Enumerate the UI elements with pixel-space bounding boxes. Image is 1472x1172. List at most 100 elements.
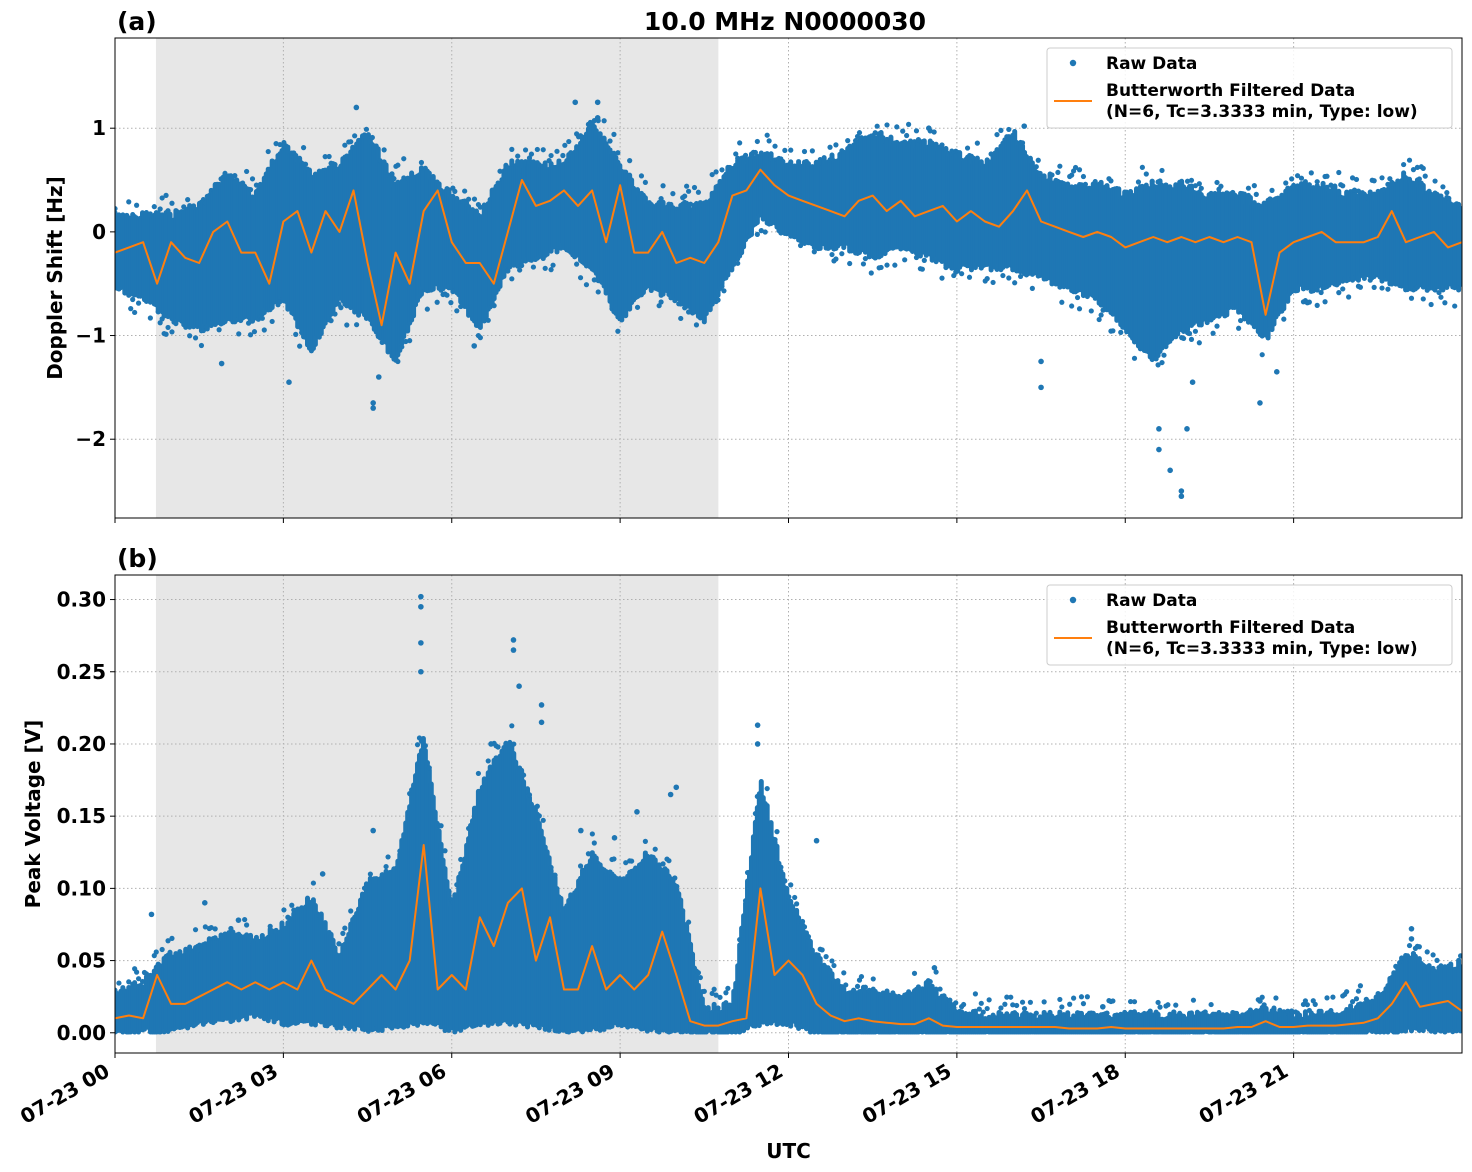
raw-data-point xyxy=(682,193,688,199)
raw-data-point xyxy=(725,985,731,991)
raw-data-point xyxy=(1420,165,1426,171)
raw-data-point xyxy=(300,145,307,151)
raw-data-point xyxy=(528,151,535,157)
raw-data-point xyxy=(381,147,387,153)
raw-data-outlier xyxy=(418,668,424,675)
raw-data-point xyxy=(1253,191,1259,197)
legend-box xyxy=(1046,47,1453,129)
raw-data-outlier xyxy=(148,911,155,918)
raw-data-point xyxy=(1131,999,1138,1005)
raw-data-point xyxy=(157,206,163,212)
raw-data-point xyxy=(438,823,444,829)
raw-data-point xyxy=(611,856,617,862)
raw-data-outlier xyxy=(516,683,522,689)
raw-data-outlier xyxy=(1156,446,1162,453)
raw-data-point xyxy=(687,201,694,207)
raw-data-outlier xyxy=(1178,488,1185,494)
raw-data-point xyxy=(856,130,863,136)
raw-data-point xyxy=(134,969,140,975)
raw-data-point xyxy=(424,760,430,766)
raw-data-point xyxy=(403,338,409,345)
raw-data-point xyxy=(497,168,503,174)
raw-data-point xyxy=(147,315,153,321)
raw-data-point xyxy=(216,327,222,333)
raw-data-point xyxy=(904,132,910,139)
raw-data-point xyxy=(352,133,358,139)
raw-data-point xyxy=(1434,957,1440,963)
raw-data-point xyxy=(385,854,391,860)
raw-data-point xyxy=(1004,994,1010,1000)
raw-data-outlier xyxy=(510,637,517,643)
raw-data-point xyxy=(1057,163,1063,169)
raw-data-point xyxy=(1165,1002,1171,1008)
raw-data-point xyxy=(978,1000,984,1006)
raw-data-outlier xyxy=(1178,493,1185,500)
raw-data-point xyxy=(801,148,808,155)
raw-data-point xyxy=(984,276,990,282)
raw-data-point xyxy=(1049,172,1055,178)
raw-data-point xyxy=(363,126,370,132)
raw-data-point xyxy=(1236,325,1242,331)
raw-data-point xyxy=(336,941,342,947)
raw-data-outlier xyxy=(353,104,360,111)
raw-data-outlier xyxy=(1021,123,1028,129)
raw-data-point xyxy=(819,947,825,953)
raw-data-point xyxy=(522,147,529,153)
raw-data-point xyxy=(1055,169,1061,176)
raw-data-outlier xyxy=(1156,426,1162,432)
raw-data-point xyxy=(1422,173,1428,179)
raw-data-point xyxy=(130,296,136,303)
raw-data-point xyxy=(540,147,546,153)
raw-data-point xyxy=(1184,178,1191,184)
raw-data-point xyxy=(672,875,678,881)
raw-data-point xyxy=(477,335,483,341)
raw-data-point xyxy=(1440,184,1446,190)
legend: Raw Data Butterworth Filtered Data(N=6, T… xyxy=(1046,47,1453,129)
raw-data-point xyxy=(251,329,258,335)
raw-data-point xyxy=(552,872,558,878)
raw-data-point xyxy=(157,320,163,326)
raw-data-point xyxy=(1006,126,1012,133)
raw-data-point xyxy=(1406,157,1413,163)
raw-data-point xyxy=(670,191,676,197)
raw-data-point xyxy=(562,142,568,148)
raw-data-point xyxy=(1379,285,1385,291)
raw-data-point xyxy=(277,141,283,148)
raw-data-outlier xyxy=(1184,426,1190,432)
raw-data-point xyxy=(116,980,122,986)
raw-data-point xyxy=(591,840,597,846)
raw-data-point xyxy=(1401,161,1407,168)
raw-data-point xyxy=(192,335,199,341)
raw-data-point xyxy=(754,231,760,237)
raw-data-point xyxy=(1430,952,1436,958)
raw-data-point xyxy=(713,169,719,175)
raw-data-point xyxy=(772,837,778,843)
raw-data-point xyxy=(442,848,448,854)
raw-data-point xyxy=(691,184,698,191)
raw-data-point xyxy=(1385,286,1391,292)
raw-data-point xyxy=(615,150,621,156)
raw-data-point xyxy=(1353,996,1360,1002)
raw-data-point xyxy=(424,306,430,312)
raw-data-point xyxy=(939,275,945,281)
raw-data-point xyxy=(426,765,432,771)
raw-data-point xyxy=(847,260,853,267)
raw-data-point xyxy=(652,846,658,852)
raw-data-point xyxy=(862,255,868,262)
raw-data-point xyxy=(1082,181,1089,187)
raw-data-outlier xyxy=(370,827,376,834)
raw-data-point xyxy=(674,883,680,890)
raw-data-point xyxy=(515,153,521,159)
raw-data-point xyxy=(342,142,348,148)
raw-data-point xyxy=(902,257,908,263)
y-tick-label: 0.15 xyxy=(57,804,106,828)
raw-data-point xyxy=(526,155,533,161)
raw-data-point xyxy=(1410,167,1417,173)
raw-data-point xyxy=(153,949,159,955)
raw-data-point xyxy=(1041,999,1047,1005)
raw-data-point xyxy=(947,997,953,1003)
raw-data-point xyxy=(1346,294,1352,300)
raw-data-point xyxy=(1214,323,1220,329)
x-tick-label: 07-23 00 xyxy=(16,1059,114,1129)
raw-data-point xyxy=(764,785,770,792)
